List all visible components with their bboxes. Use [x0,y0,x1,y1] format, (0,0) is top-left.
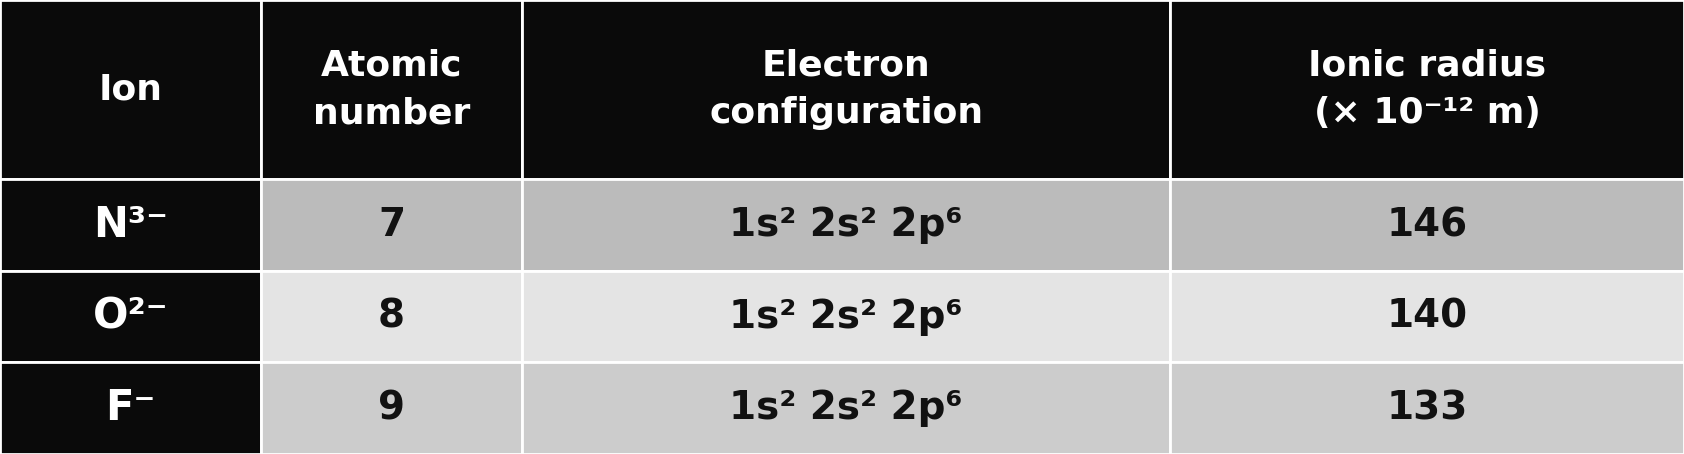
Bar [1170,0,1684,179]
Text: Ionic radius
(× 10⁻¹² m): Ionic radius (× 10⁻¹² m) [1308,49,1546,130]
Bar [1170,179,1684,271]
Text: 7: 7 [377,206,406,244]
Text: 9: 9 [377,389,406,427]
Text: Atomic
number: Atomic number [313,49,470,130]
Bar [0,179,261,271]
Text: 1s² 2s² 2p⁶: 1s² 2s² 2p⁶ [729,389,963,427]
Bar [261,179,522,271]
Text: 140: 140 [1386,298,1468,336]
Text: 1s² 2s² 2p⁶: 1s² 2s² 2p⁶ [729,298,963,336]
Bar [261,271,522,362]
Bar [0,271,261,362]
Bar [261,362,522,454]
Text: Electron
configuration: Electron configuration [709,49,983,130]
Bar [522,0,1170,179]
Bar [522,362,1170,454]
Bar [1170,362,1684,454]
Bar [522,179,1170,271]
Text: F⁻: F⁻ [106,387,155,429]
Text: N³⁻: N³⁻ [93,204,168,246]
Bar [261,0,522,179]
Bar [1170,271,1684,362]
Text: 133: 133 [1386,389,1468,427]
Bar [0,362,261,454]
Text: 1s² 2s² 2p⁶: 1s² 2s² 2p⁶ [729,206,963,244]
Text: O²⁻: O²⁻ [93,296,168,338]
Text: 146: 146 [1386,206,1468,244]
Text: Ion: Ion [98,73,163,107]
Bar [0,0,261,179]
Bar [522,271,1170,362]
Text: 8: 8 [377,298,406,336]
